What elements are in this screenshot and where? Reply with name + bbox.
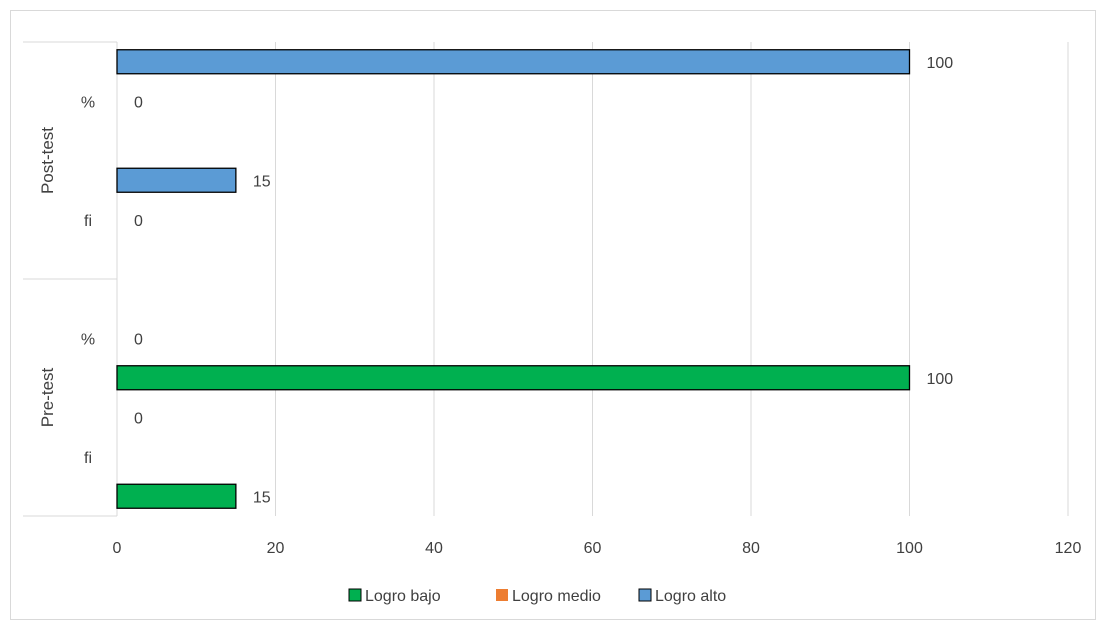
x-tick-label: 40 <box>425 540 443 557</box>
data-label: 100 <box>927 55 954 72</box>
data-label: 15 <box>253 489 271 506</box>
x-tick-label: 20 <box>267 540 285 557</box>
category-label: % <box>81 94 95 111</box>
bar <box>116 49 911 75</box>
category-label: fi <box>84 213 92 230</box>
legend-label: Logro bajo <box>365 588 441 605</box>
legend-label: Logro alto <box>655 588 726 605</box>
data-label: 100 <box>927 371 954 388</box>
x-tick-label: 60 <box>584 540 602 557</box>
data-label: 15 <box>253 173 271 190</box>
x-tick-label: 0 <box>113 540 122 557</box>
bar <box>116 167 237 193</box>
bar <box>116 365 911 391</box>
x-tick-label: 120 <box>1055 540 1082 557</box>
x-tick-label: 100 <box>896 540 923 557</box>
legend-swatch <box>496 589 508 601</box>
data-label: 0 <box>134 213 143 230</box>
group-label: Post-test <box>38 127 57 194</box>
x-tick-label: 80 <box>742 540 760 557</box>
legend-swatch <box>348 588 362 602</box>
category-label: % <box>81 331 95 348</box>
bar <box>116 483 237 509</box>
chart-border <box>10 10 1096 620</box>
data-label: 0 <box>134 331 143 348</box>
data-label: 0 <box>134 94 143 111</box>
data-label: 0 <box>134 410 143 427</box>
group-label: Pre-test <box>38 367 57 427</box>
legend-swatch <box>638 588 652 602</box>
category-label: fi <box>84 450 92 467</box>
legend-label: Logro medio <box>512 588 601 605</box>
